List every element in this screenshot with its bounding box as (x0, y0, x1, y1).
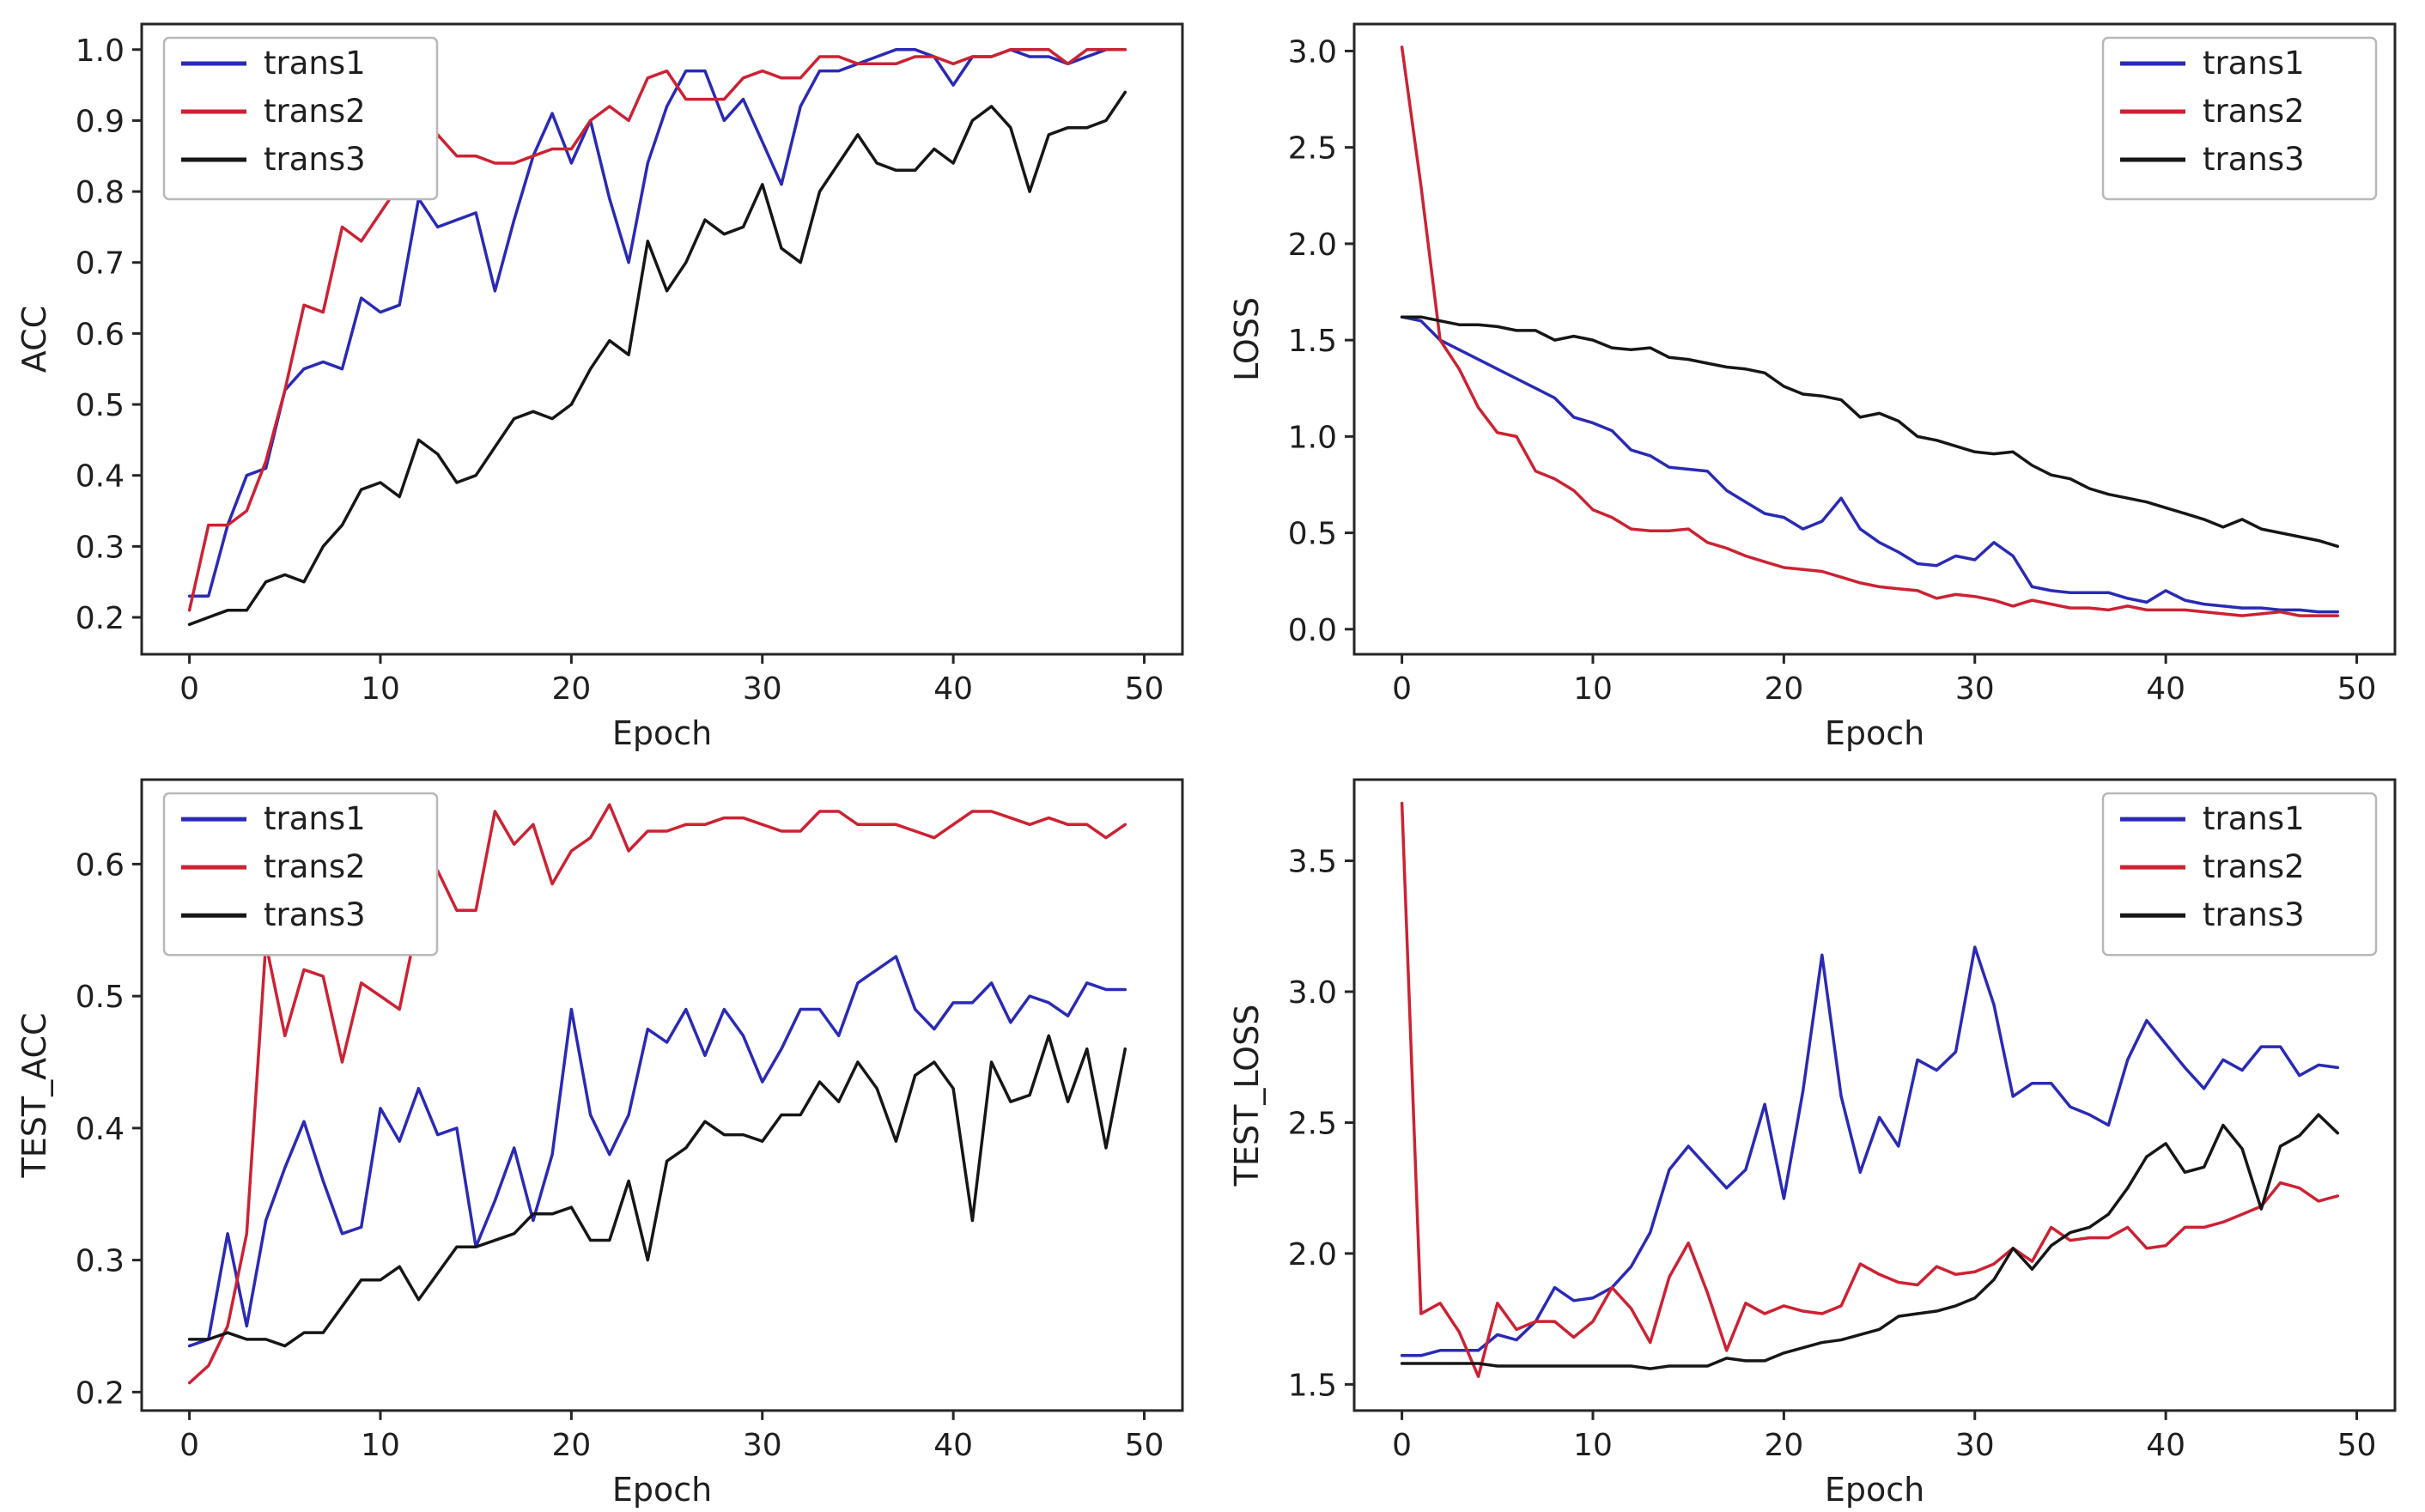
x-tick-label: 20 (1764, 671, 1803, 707)
x-tick-label: 50 (2337, 1428, 2377, 1463)
legend-label-trans3: trans3 (264, 896, 366, 933)
legend-label-trans3: trans3 (264, 141, 366, 178)
series-trans2-line (1400, 46, 2340, 617)
x-tick-label: 10 (1573, 1428, 1613, 1463)
y-axis-label: ACC (15, 306, 53, 373)
x-axis-label: Epoch (1825, 1471, 1924, 1509)
legend-label-trans2: trans2 (264, 848, 366, 885)
y-tick-label: 2.0 (1288, 1237, 1337, 1272)
chart-cell-acc: 0 10 20 30 40 50 0.2 0.3 0.4 0.5 0.6 0.7 0.8 0.9 1.0 Ep… (0, 0, 1212, 756)
y-tick-label: 3.5 (1288, 845, 1337, 880)
x-tick-label: 30 (743, 671, 782, 707)
series-trans1-line (1400, 315, 2340, 614)
x-tick-label: 20 (1764, 1428, 1803, 1463)
y-tick-label: 0.5 (76, 388, 125, 423)
y-tick-label: 0.5 (76, 980, 125, 1015)
y-tick-label: 0.2 (76, 1375, 125, 1411)
x-axis-label: Epoch (612, 1471, 712, 1509)
legend-label-trans2: trans2 (2203, 848, 2305, 885)
y-tick-label: 2.0 (1288, 228, 1337, 263)
legend-label-trans1: trans1 (264, 45, 366, 82)
chart-loss: 0 10 20 30 40 50 0.0 0.5 1.0 1.5 2.0 2.5 3.0 Epoch LOS… (1228, 22, 2397, 752)
plot-frame (140, 778, 1184, 1412)
x-tick-label: 0 (179, 1428, 199, 1463)
x-tick-label: 0 (1392, 1428, 1412, 1463)
y-axis-label: TEST_LOSS (1228, 1005, 1266, 1187)
x-tick-label: 40 (2146, 671, 2185, 707)
series-trans2-line (187, 803, 1127, 1385)
legend: trans1 trans2 trans3 (2101, 36, 2378, 201)
series-trans2-line (187, 48, 1127, 612)
y-tick-label: 0.5 (1288, 517, 1337, 552)
plot-frame (1352, 778, 2397, 1412)
series-trans1-line (187, 48, 1127, 598)
x-tick-label: 40 (2146, 1428, 2185, 1463)
series-trans2-line (1400, 801, 2340, 1378)
x-tick-label: 0 (179, 671, 199, 707)
series-trans1-line (1400, 945, 2340, 1357)
x-tick-label: 10 (361, 1428, 400, 1463)
legend-label-trans3: trans3 (2203, 141, 2305, 178)
x-tick-label: 30 (743, 1428, 782, 1463)
x-tick-label: 30 (1955, 671, 1995, 707)
chart-cell-test-acc: 0 10 20 30 40 50 0.2 0.3 0.4 0.5 0.6 Epoch TEST_ACC t… (0, 756, 1212, 1512)
y-tick-label: 1.5 (1288, 1368, 1337, 1403)
y-tick-label: 3.0 (1288, 975, 1337, 1011)
y-tick-label: 0.6 (76, 317, 125, 352)
legend-label-trans2: trans2 (264, 93, 366, 130)
series-trans3-line (1400, 315, 2340, 549)
y-tick-label: 1.0 (76, 33, 125, 69)
y-tick-label: 0.6 (76, 847, 125, 883)
legend: trans1 trans2 trans3 (162, 36, 439, 201)
y-tick-label: 0.7 (76, 246, 125, 282)
x-tick-label: 0 (1392, 671, 1412, 707)
y-tick-label: 3.0 (1288, 34, 1337, 70)
x-tick-label: 10 (361, 671, 400, 707)
legend-label-trans1: trans1 (2203, 45, 2305, 82)
x-tick-label: 10 (1573, 671, 1613, 707)
y-tick-label: 2.5 (1288, 1106, 1337, 1141)
y-tick-label: 1.0 (1288, 420, 1337, 455)
chart-acc: 0 10 20 30 40 50 0.2 0.3 0.4 0.5 0.6 0.7 0.8 0.9 1.0 Ep… (15, 22, 1184, 752)
legend-label-trans2: trans2 (2203, 93, 2305, 130)
plot-frame (140, 22, 1184, 656)
y-tick-label: 0.3 (76, 1244, 125, 1279)
x-tick-label: 50 (1125, 671, 1164, 707)
chart-test-acc: 0 10 20 30 40 50 0.2 0.3 0.4 0.5 0.6 Epoch TEST_ACC t… (15, 778, 1184, 1509)
y-tick-label: 0.3 (76, 530, 125, 565)
legend: trans1 trans2 trans3 (2101, 792, 2378, 956)
y-tick-label: 0.8 (76, 175, 125, 210)
y-tick-label: 0.4 (76, 459, 125, 495)
y-tick-label: 0.9 (76, 104, 125, 139)
y-axis-label: LOSS (1228, 297, 1266, 381)
chart-test-loss: 0 10 20 30 40 50 1.5 2.0 2.5 3.0 3.5 Epoch TEST_LOSS… (1228, 778, 2397, 1509)
x-axis-label: Epoch (1825, 714, 1924, 752)
series-trans3-line (1400, 1113, 2340, 1370)
y-tick-label: 0.2 (76, 601, 125, 636)
x-tick-label: 30 (1955, 1428, 1995, 1463)
y-tick-label: 2.5 (1288, 131, 1337, 167)
chart-cell-test-loss: 0 10 20 30 40 50 1.5 2.0 2.5 3.0 3.5 Epoch TEST_LOSS… (1212, 756, 2425, 1512)
x-tick-label: 40 (933, 671, 973, 707)
legend-label-trans1: trans1 (2203, 800, 2305, 837)
series-trans1-line (187, 955, 1127, 1348)
legend-label-trans3: trans3 (2203, 896, 2305, 933)
y-tick-label: 0.4 (76, 1112, 125, 1147)
x-axis-label: Epoch (612, 714, 712, 752)
series-trans3-line (187, 90, 1127, 627)
x-tick-label: 20 (551, 671, 591, 707)
x-tick-label: 50 (1125, 1428, 1164, 1463)
chart-cell-loss: 0 10 20 30 40 50 0.0 0.5 1.0 1.5 2.0 2.5 3.0 Epoch LOS… (1212, 0, 2425, 756)
legend: trans1 trans2 trans3 (162, 792, 439, 956)
y-tick-label: 0.0 (1288, 613, 1337, 648)
y-tick-label: 1.5 (1288, 324, 1337, 359)
y-axis-label: TEST_ACC (15, 1012, 53, 1178)
x-tick-label: 50 (2337, 671, 2377, 707)
legend-label-trans1: trans1 (264, 800, 366, 837)
x-tick-label: 40 (933, 1428, 973, 1463)
x-tick-label: 20 (551, 1428, 591, 1463)
series-trans3-line (187, 1034, 1127, 1348)
